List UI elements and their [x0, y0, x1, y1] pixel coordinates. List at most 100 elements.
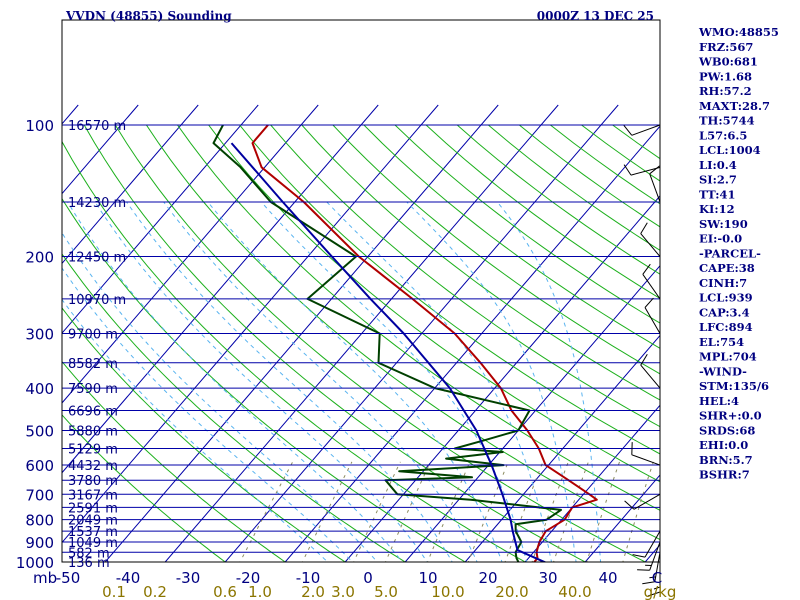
- isotherm-line: [584, 474, 660, 562]
- mixing-ratio-tick-label: 1.0: [248, 583, 272, 600]
- dry-adiabat-line: [332, 124, 660, 375]
- wind-barb: [631, 442, 661, 466]
- mixing-ratio-line: [239, 461, 294, 562]
- dry-adiabat-line: [363, 124, 660, 349]
- height-label: 136 m: [68, 556, 110, 571]
- height-label: 16570 m: [68, 119, 126, 134]
- temperature-tick-label: 20: [478, 569, 497, 587]
- chart-title-time: 0000Z 13 DEC 25: [537, 9, 654, 23]
- mixing-ratio-unit-label: g/kg: [644, 583, 677, 600]
- index-line: PW:1.68: [699, 69, 752, 83]
- index-line: LFC:894: [699, 320, 753, 334]
- index-line: CINH:7: [699, 276, 747, 290]
- isotherm-line: [62, 104, 199, 265]
- index-line: HEL:4: [699, 394, 739, 408]
- dry-adiabat-line: [83, 124, 587, 562]
- index-line: L57:6.5: [699, 128, 747, 142]
- index-line: CAP:3.4: [699, 305, 750, 319]
- pressure-tick-label: 500: [25, 422, 54, 440]
- temperature-tick-label: 10: [418, 569, 437, 587]
- wind-barb: [649, 165, 661, 203]
- height-label: 9700 m: [68, 328, 118, 343]
- index-line: SHR+:0.0: [699, 409, 762, 423]
- height-label: 2049 m: [68, 514, 118, 529]
- index-line: TH:5744: [699, 114, 755, 128]
- temperature-tick-label: -50: [56, 569, 81, 587]
- mixing-ratio-tick-label: 0.6: [213, 583, 237, 600]
- wind-barb: [632, 530, 661, 558]
- temperature-line: [251, 124, 598, 562]
- index-line: WMO:48855: [698, 25, 779, 39]
- index-line: FRZ:567: [699, 40, 753, 54]
- wind-barb: [644, 297, 661, 334]
- index-line: LCL:1004: [699, 143, 761, 157]
- wind-barb: [623, 164, 661, 176]
- height-label: 1537 m: [68, 525, 118, 540]
- height-label: 3780 m: [68, 474, 118, 489]
- wind-barbs: [623, 124, 661, 597]
- mixing-ratio-line: [467, 461, 509, 562]
- dry-adiabat-line: [62, 140, 527, 562]
- height-label: 14230 m: [68, 196, 126, 211]
- dry-adiabat-line: [62, 414, 227, 562]
- dewpoint-line: [212, 124, 562, 562]
- isotherm-line: [464, 334, 660, 562]
- stability-indices: WMO:48855FRZ:567WB0:681PW:1.68RH:57.2MAX…: [698, 25, 779, 482]
- pressure-tick-label: 1000: [16, 554, 54, 572]
- height-label: 3167 m: [68, 488, 118, 503]
- height-label: 2591 m: [68, 501, 118, 516]
- temperature-unit-label: C: [652, 569, 662, 587]
- temperature-tick-label: 0: [363, 569, 373, 587]
- height-label: 8582 m: [68, 357, 118, 372]
- pressure-unit-label: mb: [33, 569, 57, 587]
- temperature-tick-label: -20: [236, 569, 261, 587]
- dry-adiabat-line: [62, 253, 407, 562]
- mixing-ratio-tick-label: 0.1: [102, 583, 126, 600]
- mixing-ratio-tick-label: 5.0: [374, 583, 398, 600]
- mixing-ratio-line: [531, 461, 569, 562]
- chart-title-station: VVDN (48855) Sounding: [65, 9, 232, 23]
- mixing-ratio-tick-label: 0.2: [143, 583, 167, 600]
- pressure-tick-label: 300: [25, 326, 54, 344]
- index-line: MPL:704: [699, 350, 757, 364]
- wind-barb: [623, 124, 661, 136]
- dry-adiabat-line: [62, 360, 287, 562]
- index-line: CAPE:38: [699, 261, 755, 275]
- pressure-tick-label: 700: [25, 486, 54, 504]
- temperature-tick-label: -30: [176, 569, 201, 587]
- index-line: LI:0.4: [699, 158, 737, 172]
- wind-barb: [640, 222, 661, 257]
- wind-barb: [640, 354, 661, 389]
- mixing-ratio-tick-label: 10.0: [431, 583, 464, 600]
- pressure-tick-label: 900: [25, 534, 54, 552]
- mixing-ratio-line: [301, 461, 353, 562]
- dry-adiabat-line: [62, 197, 467, 562]
- isotherm-line: [524, 404, 660, 562]
- index-line: STM:135/6: [699, 379, 769, 393]
- wind-barb: [624, 493, 661, 510]
- height-label: 4432 m: [68, 459, 118, 474]
- wind-barb: [642, 552, 661, 585]
- mixing-ratio-line: [553, 461, 589, 562]
- isotherm-line: [62, 104, 139, 195]
- temperature-tick-label: -10: [296, 569, 321, 587]
- mixing-ratio-tick-label: 40.0: [558, 583, 591, 600]
- index-line: EL:754: [699, 335, 744, 349]
- height-label: 5880 m: [68, 424, 118, 439]
- height-label: 5129 m: [68, 443, 118, 458]
- index-line: LCL:939: [699, 291, 753, 305]
- pressure-tick-label: 100: [25, 117, 54, 135]
- height-label: 12450 m: [68, 251, 126, 266]
- wind-barb: [642, 263, 661, 300]
- index-line: EHI:0.0: [699, 438, 748, 452]
- temperature-tick-label: -40: [116, 569, 141, 587]
- index-line: SRDS:68: [699, 423, 755, 437]
- pressure-tick-label: 200: [25, 249, 54, 267]
- index-line: SI:2.7: [699, 173, 737, 187]
- height-label: 582 m: [68, 546, 110, 561]
- height-label: 1049 m: [68, 536, 118, 551]
- mixing-ratio-line: [427, 461, 471, 562]
- pressure-tick-label: 600: [25, 457, 54, 475]
